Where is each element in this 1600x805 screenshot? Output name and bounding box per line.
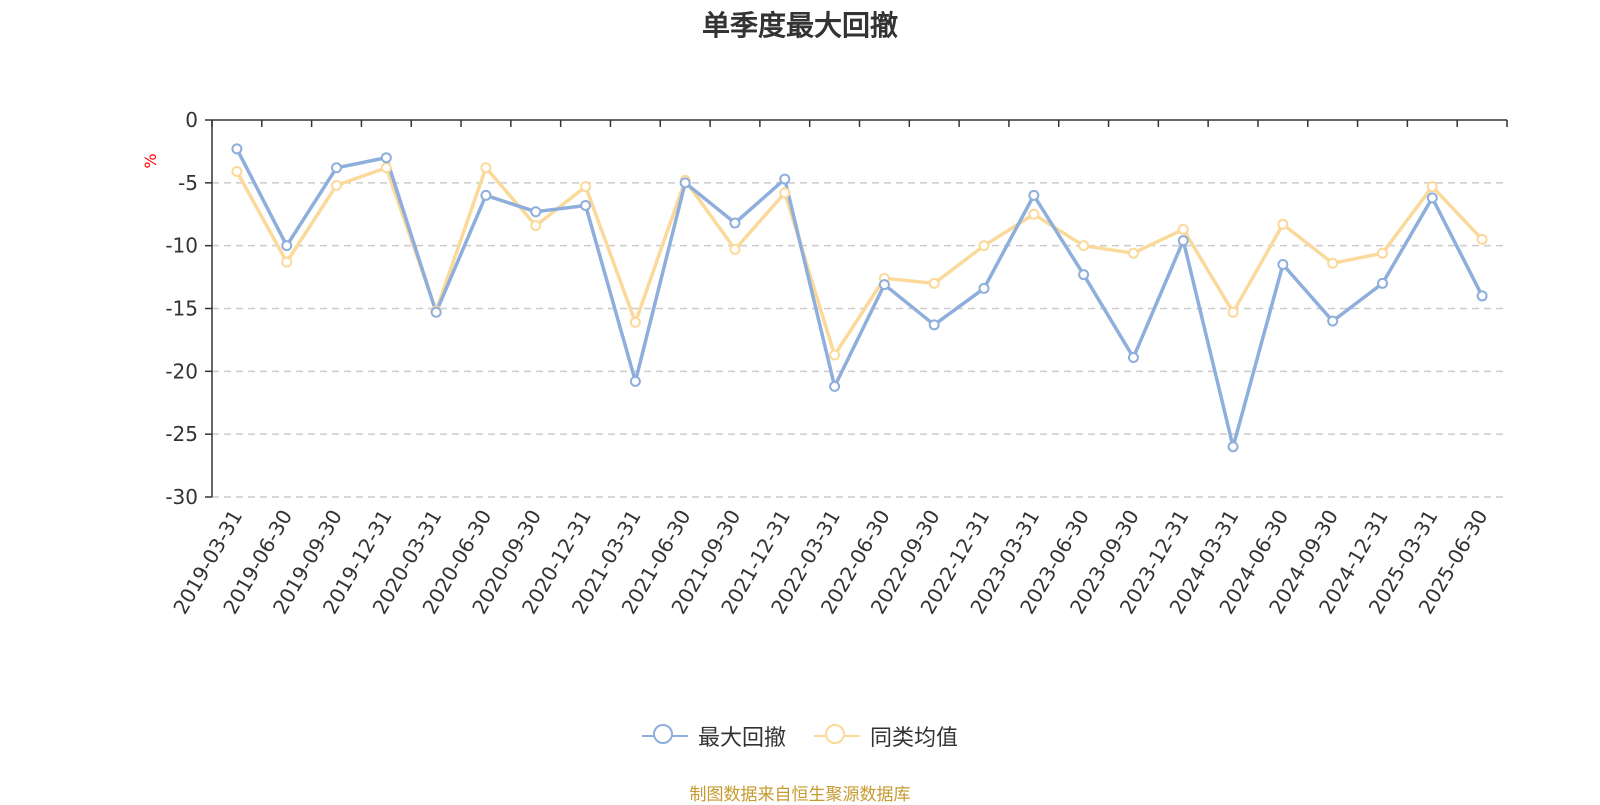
data-point-0	[1177, 235, 1189, 247]
data-point-1	[1177, 223, 1189, 235]
data-point-1	[829, 349, 841, 361]
data-point-1	[1078, 240, 1090, 252]
legend-item-max-drawdown[interactable]: 最大回撤	[641, 720, 786, 752]
data-point-0	[430, 306, 442, 318]
data-point-0	[928, 319, 940, 331]
data-point-0	[231, 143, 243, 155]
data-point-1	[1227, 306, 1239, 318]
data-point-0	[1327, 315, 1339, 327]
data-point-1	[331, 179, 343, 191]
data-point-0	[1376, 277, 1388, 289]
legend-swatch-max-drawdown	[641, 724, 688, 748]
legend-item-peer-average[interactable]: 同类均值	[814, 720, 958, 752]
data-point-0	[878, 279, 890, 291]
legend-label-max-drawdown: 最大回撤	[697, 726, 786, 751]
data-point-1	[1277, 218, 1289, 230]
data-point-0	[1078, 269, 1090, 281]
data-point-0	[1426, 192, 1438, 204]
data-point-1	[1376, 247, 1388, 259]
data-source-note: 制图数据来自恒生聚源数据库	[689, 785, 911, 805]
y-tick-label: -5	[178, 171, 198, 195]
y-tick-label: -20	[165, 359, 198, 383]
data-point-0	[480, 189, 492, 201]
y-tick-label: 0	[185, 108, 198, 132]
data-point-1	[978, 240, 990, 252]
data-point-0	[729, 217, 741, 229]
data-point-0	[331, 162, 343, 174]
data-point-1	[480, 162, 492, 174]
data-point-1	[530, 220, 542, 232]
data-point-0	[380, 152, 392, 164]
data-point-0	[530, 206, 542, 218]
data-point-1	[1426, 181, 1438, 193]
data-point-1	[779, 187, 791, 199]
chart-title: 单季度最大回撤	[701, 9, 898, 42]
axes: 0-5-10-15-20-25-302019-03-312019-06-3020…	[165, 108, 1508, 618]
legend: 最大回撤 同类均值	[0, 720, 1600, 752]
data-point-1	[281, 256, 293, 268]
data-point-1	[629, 316, 641, 328]
data-point-1	[729, 243, 741, 255]
data-point-0	[580, 199, 592, 211]
series-layer	[231, 143, 1488, 453]
data-point-0	[779, 173, 791, 185]
legend-label-peer-average: 同类均值	[870, 726, 959, 751]
y-tick-label: -15	[165, 297, 198, 321]
data-point-1	[928, 277, 940, 289]
data-point-0	[978, 282, 990, 294]
data-point-1	[231, 166, 243, 178]
data-point-0	[829, 380, 841, 392]
data-point-0	[1127, 352, 1139, 364]
data-point-1	[380, 162, 392, 174]
data-point-0	[1028, 189, 1040, 201]
legend-swatch-peer-average	[814, 724, 860, 748]
data-point-1	[1327, 257, 1339, 269]
y-tick-label: -10	[165, 234, 198, 258]
series-line-1	[235, 166, 1484, 357]
data-point-1	[580, 181, 592, 193]
series-line-0	[235, 148, 1484, 449]
data-point-1	[1028, 208, 1040, 220]
data-point-0	[1476, 290, 1488, 302]
data-point-0	[281, 240, 293, 252]
data-point-1	[1127, 247, 1139, 259]
data-point-0	[1227, 441, 1239, 453]
y-axis-unit: %	[141, 153, 160, 168]
data-point-0	[679, 177, 691, 189]
data-point-0	[1277, 259, 1289, 271]
y-tick-label: -25	[165, 422, 198, 446]
data-point-1	[1476, 233, 1488, 245]
y-tick-label: -30	[165, 485, 198, 509]
data-point-0	[629, 375, 641, 387]
